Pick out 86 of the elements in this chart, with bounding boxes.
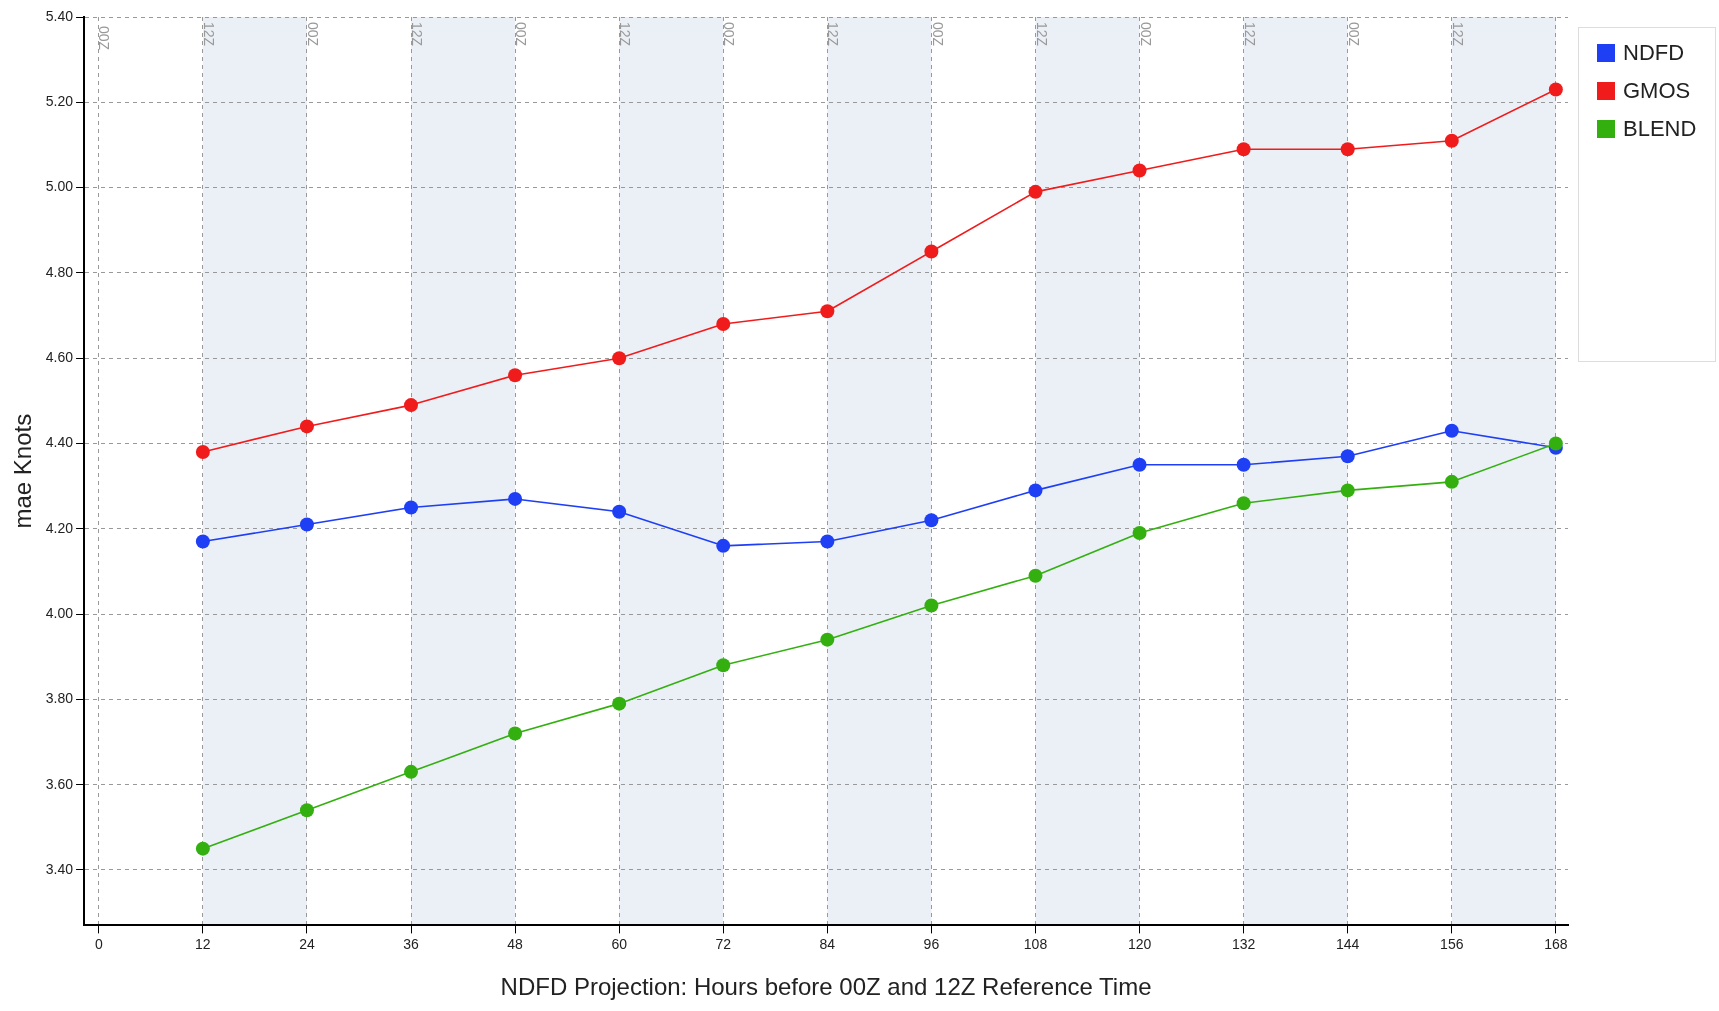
annotation: 00Z bbox=[929, 22, 946, 47]
y-tick-label: 5.40 bbox=[45, 7, 74, 24]
annotation: 00Z bbox=[1137, 22, 1154, 47]
y-tick-label: 4.80 bbox=[45, 263, 74, 280]
y-tick-label: 5.20 bbox=[45, 93, 74, 110]
y-axis-title: mae Knots bbox=[9, 413, 37, 529]
annotation: 12Z bbox=[617, 22, 634, 47]
point bbox=[820, 632, 835, 647]
x-tick-label: 120 bbox=[1127, 935, 1152, 952]
annotation: 12Z bbox=[1033, 22, 1050, 47]
x-tick-label: 132 bbox=[1231, 935, 1256, 952]
x-tick-label: 144 bbox=[1336, 935, 1360, 952]
point bbox=[1548, 436, 1563, 451]
annotation: 00Z bbox=[1345, 22, 1362, 47]
point bbox=[299, 517, 314, 532]
point bbox=[404, 764, 419, 779]
x-tick-label: 12 bbox=[195, 935, 211, 952]
annotation: 12Z bbox=[1449, 22, 1466, 47]
x-tick-label: 36 bbox=[403, 935, 420, 952]
y-tick-label: 4.20 bbox=[45, 519, 74, 536]
point bbox=[404, 500, 419, 515]
x-tick-label: 108 bbox=[1023, 935, 1048, 952]
point bbox=[1236, 457, 1251, 472]
x-tick-label: 60 bbox=[611, 935, 628, 952]
point bbox=[404, 398, 419, 413]
point bbox=[1444, 474, 1459, 489]
annotation: 12Z bbox=[1241, 22, 1258, 47]
point bbox=[820, 534, 835, 549]
point bbox=[1236, 142, 1251, 157]
y-tick-label: 3.80 bbox=[45, 690, 74, 707]
x-axis-title: NDFD Projection: Hours before 00Z and 12Z Reference Time bbox=[500, 973, 1152, 1001]
point bbox=[508, 491, 523, 506]
x-tick-label: 24 bbox=[299, 935, 315, 952]
point bbox=[820, 304, 835, 319]
y-tick-label: 3.40 bbox=[45, 860, 74, 877]
x-tick-label: 48 bbox=[507, 935, 524, 952]
annotation: 12Z bbox=[409, 22, 426, 47]
point bbox=[195, 445, 210, 460]
point bbox=[716, 538, 731, 553]
point bbox=[924, 244, 939, 259]
legend-label: NDFD bbox=[1623, 40, 1685, 66]
y-tick-label: 4.00 bbox=[45, 604, 74, 621]
legend-label: GMOS bbox=[1623, 78, 1691, 104]
point bbox=[1132, 457, 1147, 472]
point bbox=[1548, 82, 1563, 97]
point bbox=[508, 726, 523, 741]
annotation: 00Z bbox=[513, 22, 530, 47]
point bbox=[195, 534, 210, 549]
point bbox=[299, 419, 314, 434]
annotation: 00Z bbox=[305, 22, 322, 47]
annotation: 12Z bbox=[201, 22, 218, 47]
annotation: 00Z bbox=[721, 22, 738, 47]
x-tick-label: 84 bbox=[819, 935, 836, 952]
y-tick-label: 5.00 bbox=[45, 178, 74, 195]
point bbox=[508, 368, 523, 383]
point bbox=[1340, 483, 1355, 498]
y-tick-label: 4.60 bbox=[45, 349, 74, 366]
legend-label: BLEND bbox=[1623, 116, 1697, 142]
point bbox=[612, 696, 627, 711]
point bbox=[716, 658, 731, 673]
point bbox=[1028, 483, 1043, 498]
y-tick-label: 3.60 bbox=[45, 775, 74, 792]
annotation: 12Z bbox=[825, 22, 842, 47]
point bbox=[1132, 163, 1147, 178]
x-tick-label: 156 bbox=[1440, 935, 1464, 952]
y-tick-label: 4.40 bbox=[45, 434, 74, 451]
point bbox=[1132, 526, 1147, 541]
point bbox=[612, 504, 627, 519]
point bbox=[1340, 142, 1355, 157]
point bbox=[1444, 423, 1459, 438]
point bbox=[716, 317, 731, 332]
x-tick-label: 0 bbox=[94, 935, 103, 952]
point bbox=[299, 803, 314, 818]
annotation: 00Z bbox=[96, 25, 113, 51]
point bbox=[1340, 449, 1355, 464]
point bbox=[924, 598, 939, 613]
point bbox=[924, 513, 939, 528]
x-tick-label: 72 bbox=[715, 935, 732, 952]
x-tick-label: 168 bbox=[1544, 935, 1568, 952]
point bbox=[1028, 568, 1043, 583]
point bbox=[1444, 133, 1459, 148]
x-tick-label: 96 bbox=[923, 935, 940, 952]
point bbox=[612, 351, 627, 366]
point bbox=[1236, 496, 1251, 511]
point bbox=[195, 841, 210, 856]
point bbox=[1028, 184, 1043, 199]
